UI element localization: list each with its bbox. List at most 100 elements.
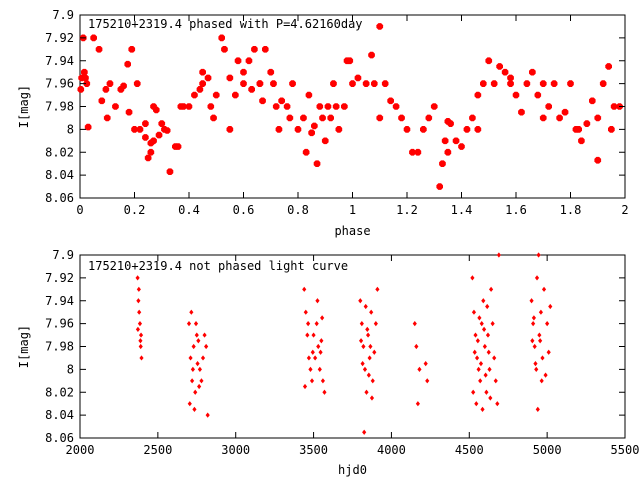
data-point [501,68,509,76]
data-point [545,103,552,110]
data-point [138,343,143,350]
data-point [200,355,206,361]
data-point [335,126,343,133]
data-point [474,401,479,407]
data-point [226,74,234,82]
data-point [444,118,452,125]
data-point [272,103,280,110]
data-point [478,378,483,384]
data-point [144,154,152,162]
data-point [488,395,493,401]
data-point [375,286,380,292]
data-point [138,338,143,344]
y-tick-label: 8.04 [45,168,74,182]
data-point [417,366,422,372]
x-tick-label: 0.8 [287,203,309,217]
data-point [541,286,547,292]
data-point [474,91,482,99]
data-point [365,326,370,332]
phased-chart-title: 175210+2319.4 phased with P=4.62160day [88,17,363,31]
data-point [545,321,550,327]
data-point [458,143,465,150]
data-point [493,378,498,384]
y-tick-label: 8.02 [45,385,74,399]
data-point [364,389,369,395]
data-point [248,86,255,93]
y-tick-label: 7.94 [45,294,74,308]
x-tick-label: 0.6 [233,203,255,217]
data-point [420,126,427,133]
data-point [575,126,582,133]
data-point [294,126,302,133]
data-point [84,123,92,131]
x-tick-label: 0.4 [178,203,200,217]
data-point [471,389,476,395]
data-point [180,103,187,110]
data-point [463,126,471,133]
data-point [358,298,363,304]
data-point [485,303,490,310]
data-point [204,343,209,350]
data-point [362,429,367,435]
data-point [478,361,484,367]
data-point [322,389,327,395]
data-point [212,91,220,99]
data-point [190,366,195,372]
data-point [392,103,400,110]
data-point [479,321,484,327]
data-point [605,63,612,70]
data-point [599,80,607,87]
x-tick-label: 1.8 [560,203,582,217]
data-point [314,321,319,327]
data-point [589,97,596,105]
data-point [485,332,491,338]
phased-data-points [77,23,623,190]
data-point [240,68,247,76]
data-point [197,366,202,372]
unphased-axes: 2000 2500 3000 3500 4000 4500 5000 5500 7.9 7.92 7… [45,248,639,457]
data-point [310,349,315,355]
data-point [131,126,138,133]
data-point [305,332,310,338]
data-point [133,80,141,87]
data-point [112,103,119,110]
data-point [303,309,308,315]
data-point [309,378,315,384]
y-tick-label: 7.96 [45,317,74,331]
data-point [518,108,525,116]
data-point [535,406,540,413]
data-point [369,309,374,315]
data-point [186,321,192,327]
data-point [539,80,547,87]
data-point [302,383,308,390]
data-point [534,366,539,372]
data-point [202,332,207,338]
data-point [490,80,498,87]
phased-plot-frame [79,14,626,199]
data-point [135,275,140,281]
data-point [155,131,163,139]
data-point [311,122,318,130]
data-point [486,349,491,355]
y-tick-label: 7.94 [45,54,74,68]
data-point [275,126,283,133]
data-point [531,315,536,321]
data-point [106,80,114,87]
data-point [324,103,332,110]
data-point [308,366,313,372]
data-point [430,103,438,110]
data-point [354,74,362,82]
data-point [286,114,294,122]
data-point [444,148,452,156]
data-point [318,349,323,355]
data-point [372,349,377,355]
data-point [368,51,375,59]
x-tick-label: 2500 [143,443,172,457]
data-point [531,321,536,327]
data-point [594,156,602,164]
data-point [166,168,174,175]
data-point [538,309,543,315]
data-point [471,309,477,315]
data-point [529,68,536,76]
